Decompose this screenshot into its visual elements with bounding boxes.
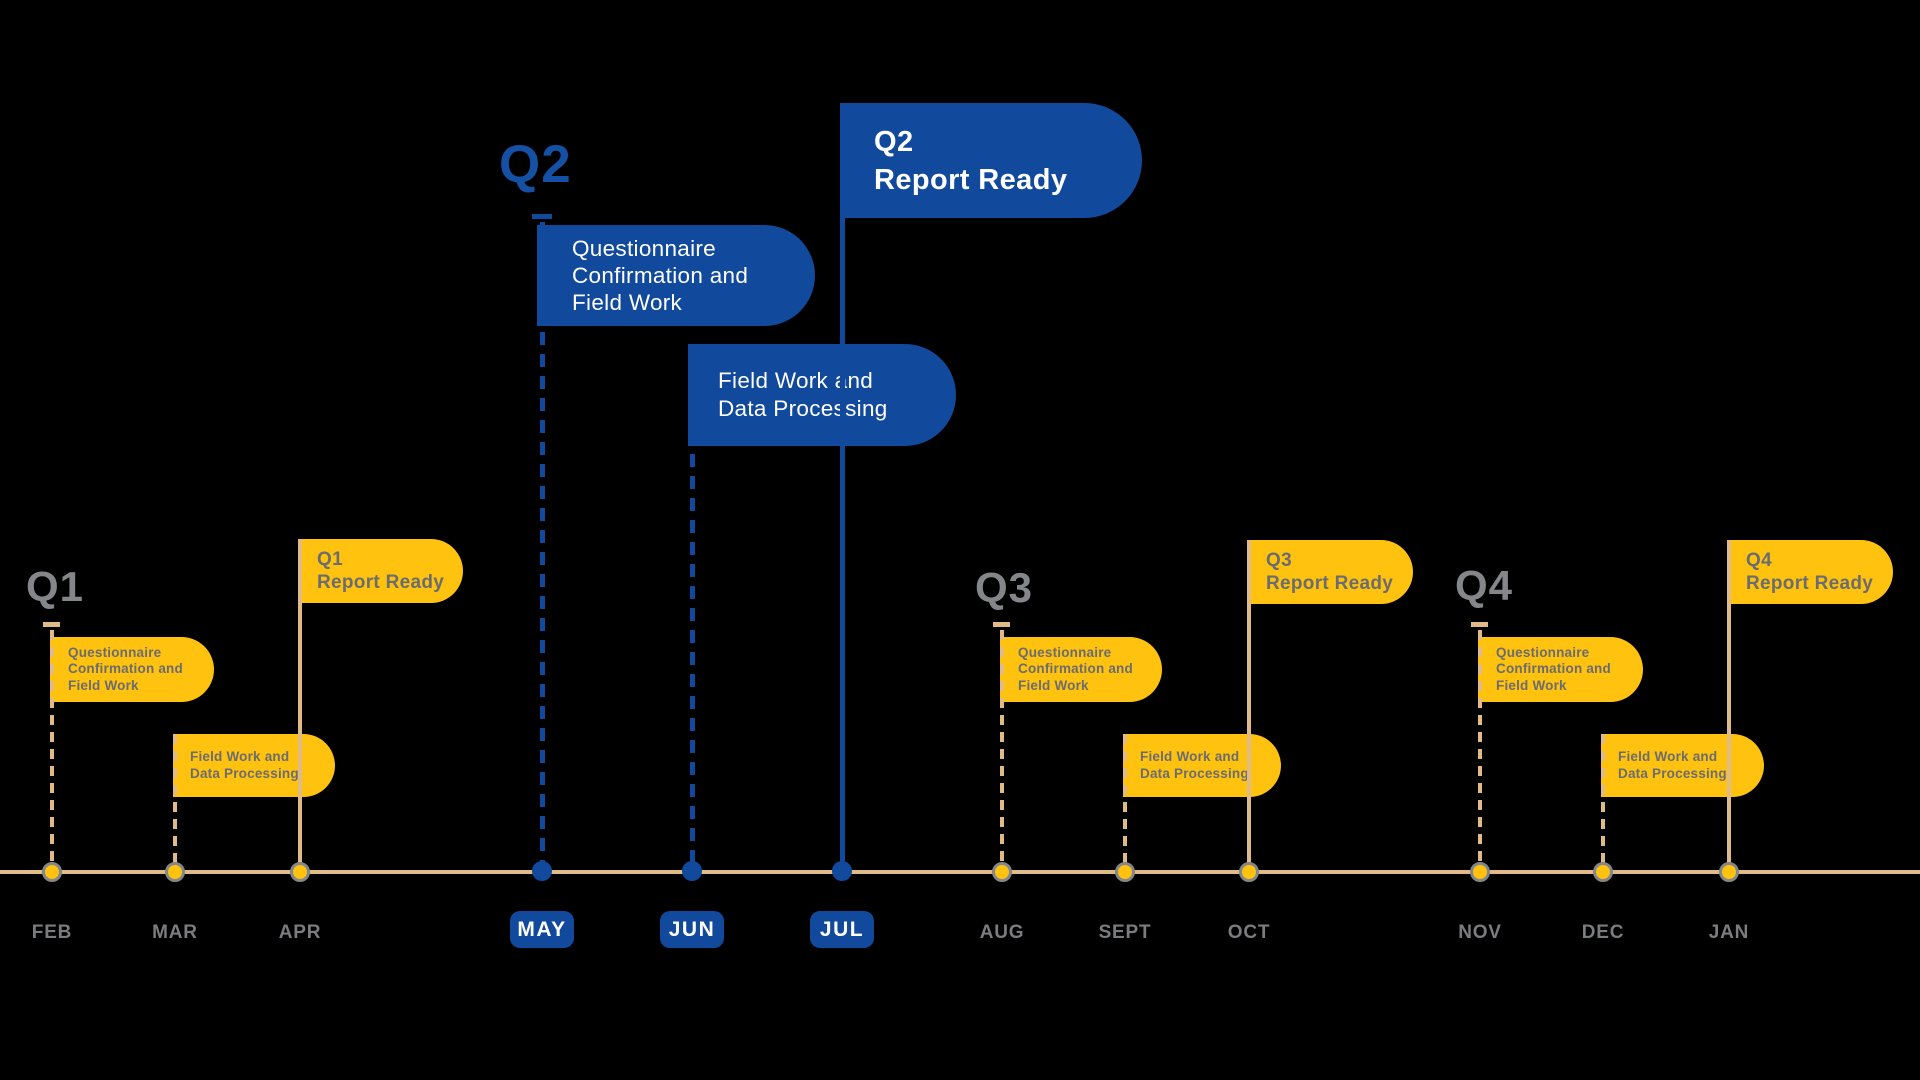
q2-questionnaire-flag: Questionnaire Confirmation and Field Wor… bbox=[537, 225, 815, 326]
quarter-label-q3: Q3 bbox=[975, 564, 1034, 611]
q3-oct-pole-solid bbox=[1247, 540, 1251, 872]
month-pill-jun: JUN bbox=[660, 911, 724, 948]
quarter-label-q1: Q1 bbox=[26, 563, 85, 610]
q1-report-ready-flag: Q1 Report Ready bbox=[298, 539, 463, 603]
q1-fieldwork-flag: Field Work and Data Processing bbox=[173, 734, 335, 797]
q3-questionnaire-flag: Questionnaire Confirmation and Field Wor… bbox=[1000, 637, 1162, 702]
q2-may-pole-cap bbox=[532, 214, 552, 219]
q4-report-ready-flag: Q4 Report Ready bbox=[1727, 540, 1893, 604]
month-dot-nov bbox=[1470, 862, 1490, 882]
month-dot-dec bbox=[1593, 862, 1613, 882]
q4-dec-pole-dashed bbox=[1601, 734, 1605, 872]
month-label-apr: APR bbox=[278, 922, 322, 943]
month-dot-may bbox=[532, 861, 552, 881]
q1-feb-pole-dashed bbox=[50, 630, 54, 872]
q1-questionnaire-flag: Questionnaire Confirmation and Field Wor… bbox=[50, 637, 214, 702]
month-dot-sept bbox=[1115, 862, 1135, 882]
q4-nov-pole-dashed bbox=[1478, 630, 1482, 872]
timeline-axis bbox=[0, 870, 1920, 874]
q4-questionnaire-flag: Questionnaire Confirmation and Field Wor… bbox=[1478, 637, 1643, 702]
month-dot-jan bbox=[1719, 862, 1739, 882]
q3-aug-pole-dashed bbox=[1000, 630, 1004, 872]
q3-fieldwork-flag: Field Work and Data Processing bbox=[1123, 734, 1281, 797]
q2-jun-pole-dashed bbox=[690, 344, 695, 872]
month-dot-apr bbox=[290, 862, 310, 882]
month-dot-oct bbox=[1239, 862, 1259, 882]
q2-fieldwork-flag: Field Work and Data Processing bbox=[688, 344, 956, 446]
q3-sept-pole-dashed bbox=[1123, 734, 1127, 872]
month-pill-may: MAY bbox=[510, 911, 574, 948]
month-dot-jul bbox=[832, 861, 852, 881]
q1-mar-pole-dashed bbox=[173, 734, 177, 872]
month-label-jan: JAN bbox=[1708, 922, 1750, 943]
q4-jan-pole-solid bbox=[1727, 540, 1731, 872]
q2-may-pole-dashed bbox=[540, 222, 545, 872]
q3-aug-pole-cap bbox=[993, 622, 1010, 627]
month-dot-aug bbox=[992, 862, 1012, 882]
month-label-feb: FEB bbox=[31, 922, 73, 943]
month-dot-feb bbox=[42, 862, 62, 882]
month-label-aug: AUG bbox=[979, 922, 1025, 943]
q4-fieldwork-flag: Field Work and Data Processing bbox=[1601, 734, 1764, 797]
q3-report-ready-flag: Q3 Report Ready bbox=[1247, 540, 1413, 604]
month-dot-jun bbox=[682, 861, 702, 881]
month-dot-mar bbox=[165, 862, 185, 882]
quarter-label-q2: Q2 bbox=[499, 135, 572, 194]
month-pill-jul: JUL bbox=[810, 911, 874, 948]
q4-nov-pole-cap bbox=[1471, 622, 1488, 627]
quarter-label-q4: Q4 bbox=[1455, 562, 1514, 609]
q2-report-ready-flag: Q2 Report Ready bbox=[840, 103, 1142, 218]
q1-feb-pole-cap bbox=[43, 622, 60, 627]
q2-jul-pole-solid bbox=[840, 103, 845, 872]
month-label-oct: OCT bbox=[1227, 922, 1271, 943]
month-label-sept: SEPT bbox=[1098, 922, 1152, 943]
month-label-nov: NOV bbox=[1458, 922, 1502, 943]
month-label-mar: MAR bbox=[152, 922, 198, 943]
month-label-dec: DEC bbox=[1581, 922, 1625, 943]
q1-apr-pole-solid bbox=[298, 539, 302, 872]
